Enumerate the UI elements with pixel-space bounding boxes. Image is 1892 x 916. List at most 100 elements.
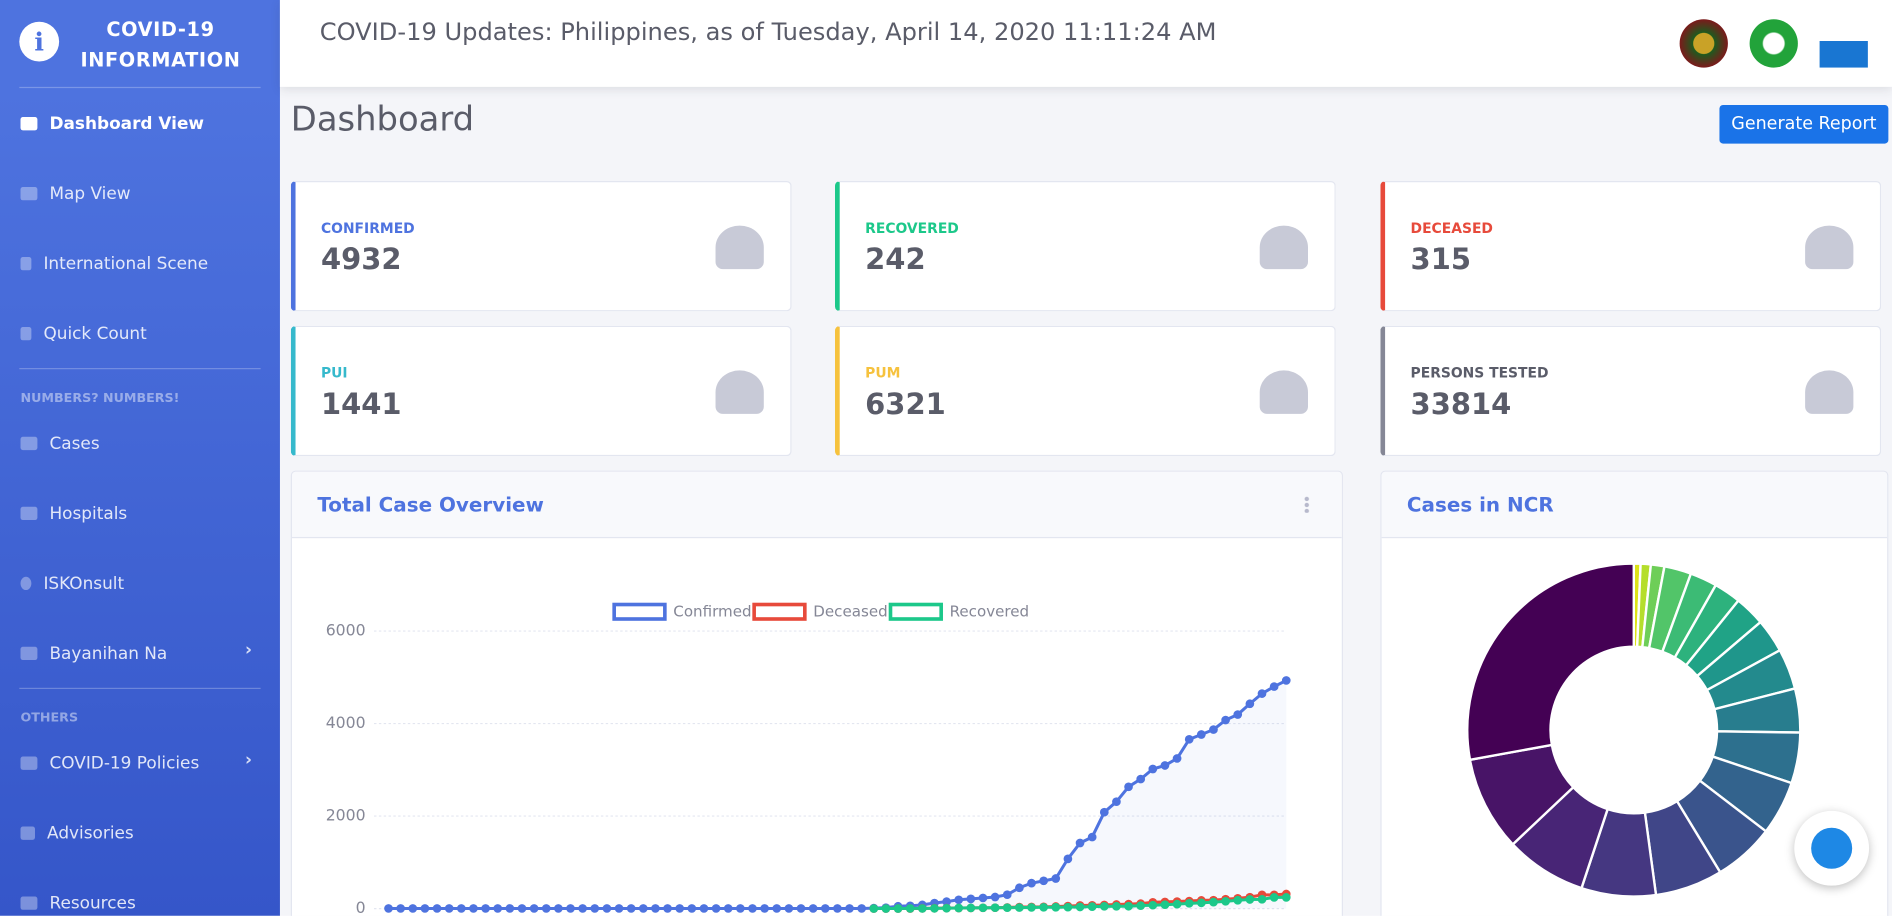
data-point xyxy=(1197,898,1206,908)
button-label[interactable]: Generate Report xyxy=(1731,114,1877,134)
data-point xyxy=(614,904,624,913)
nav-item[interactable]: Bayanihan Na xyxy=(20,642,168,666)
panel-header: Cases in NCR xyxy=(1381,471,1888,539)
card-label: Recovered xyxy=(865,219,959,237)
panel-header: Total Case Overview xyxy=(292,471,1342,539)
data-point xyxy=(893,904,903,913)
data-point xyxy=(990,892,1000,902)
panel-title: Cases in NCR xyxy=(1406,493,1554,517)
data-point xyxy=(469,904,478,913)
data-point xyxy=(1269,893,1279,902)
card-icon xyxy=(715,225,764,270)
data-point xyxy=(1245,699,1255,709)
nav-item[interactable]: COVID-19 Policies xyxy=(20,752,200,776)
data-point xyxy=(1112,901,1121,911)
logo xyxy=(1749,19,1798,68)
brand-icon: i xyxy=(19,21,60,62)
data-point xyxy=(784,904,794,913)
data-point xyxy=(1002,903,1012,913)
data-point xyxy=(978,903,988,913)
messenger-icon xyxy=(1811,827,1853,869)
divider xyxy=(19,86,261,89)
data-point xyxy=(748,904,757,913)
data-point xyxy=(444,904,454,913)
data-point xyxy=(1015,903,1024,912)
card-icon xyxy=(1259,225,1308,270)
data-point xyxy=(1039,876,1048,886)
data-point xyxy=(1124,901,1133,911)
data-point xyxy=(420,904,430,913)
data-point xyxy=(905,904,915,913)
data-point xyxy=(1172,899,1182,909)
menu-dots[interactable] xyxy=(1304,495,1310,513)
data-point xyxy=(1112,797,1121,807)
nav-item[interactable]: Dashboard View xyxy=(20,112,205,136)
nav-item[interactable]: ISKOnsult xyxy=(20,572,125,596)
data-point xyxy=(1027,903,1036,912)
data-point xyxy=(408,904,418,913)
legend-swatch xyxy=(752,602,807,621)
card-icon xyxy=(1805,225,1854,270)
card-value: 242 xyxy=(865,242,926,277)
data-point xyxy=(954,903,964,913)
nav-item[interactable]: International Scene xyxy=(20,252,209,276)
stat-card: PUM 6321 xyxy=(834,325,1336,457)
data-point xyxy=(942,903,951,913)
data-point xyxy=(1209,897,1218,907)
generate-report-button[interactable]: Generate Report xyxy=(1719,104,1889,144)
nav-item[interactable]: Hospitals xyxy=(20,502,128,526)
nav-label: Hospitals xyxy=(49,504,128,524)
page-title: Dashboard xyxy=(290,98,475,139)
data-point xyxy=(687,904,697,913)
data-point xyxy=(820,904,830,913)
data-point xyxy=(1002,890,1012,900)
card-label: PUI xyxy=(320,364,348,382)
card-value: 4932 xyxy=(320,242,402,277)
card-label: Confirmed xyxy=(320,219,415,237)
nav-item[interactable]: Map View xyxy=(20,182,131,206)
data-point xyxy=(554,904,563,913)
nav-label: ISKOnsult xyxy=(43,574,125,594)
panel-title: Total Case Overview xyxy=(317,493,544,517)
data-point xyxy=(1087,832,1097,842)
data-point xyxy=(663,904,672,913)
section-heading: NUMBERS? NUMBERS! xyxy=(20,390,180,406)
nav-label: International Scene xyxy=(43,254,209,274)
data-point xyxy=(711,904,721,913)
data-point xyxy=(493,904,503,913)
header-title: COVID-19 Updates: Philippines, as of Tue… xyxy=(319,16,1217,46)
data-point xyxy=(578,904,587,913)
messenger-button[interactable] xyxy=(1794,810,1870,886)
y-tick-label: 2000 xyxy=(326,806,366,825)
data-point xyxy=(1063,902,1073,912)
divider xyxy=(19,687,261,689)
nav-item[interactable]: Resources xyxy=(20,892,136,916)
stat-card: PUI 1441 xyxy=(290,325,792,457)
data-point xyxy=(1257,894,1267,904)
data-point xyxy=(966,903,976,913)
data-point xyxy=(869,904,879,913)
brand[interactable]: COVID-19 INFORMATION xyxy=(80,18,241,72)
nav-item[interactable]: Cases xyxy=(20,432,100,456)
data-point xyxy=(1184,734,1194,744)
chevron: › xyxy=(244,640,252,661)
y-tick-label: 0 xyxy=(356,898,366,916)
card-value: 1441 xyxy=(320,387,402,422)
data-point xyxy=(845,904,854,913)
data-point xyxy=(1075,902,1085,912)
y-tick-label: 6000 xyxy=(326,621,366,640)
data-point xyxy=(1124,782,1133,792)
data-point xyxy=(1136,901,1146,910)
card-label: Persons Tested xyxy=(1410,364,1549,382)
nav-label: Cases xyxy=(49,434,100,454)
nav-item[interactable]: Quick Count xyxy=(20,322,147,346)
stat-card: Confirmed 4932 xyxy=(290,180,792,312)
data-point xyxy=(1257,689,1267,698)
card-label: PUM xyxy=(865,364,901,382)
data-point xyxy=(432,904,442,913)
nav-item[interactable]: Advisories xyxy=(20,822,134,846)
data-point xyxy=(1184,898,1194,908)
nav-label: Map View xyxy=(49,184,131,204)
data-point xyxy=(456,904,466,913)
data-point xyxy=(541,904,551,913)
